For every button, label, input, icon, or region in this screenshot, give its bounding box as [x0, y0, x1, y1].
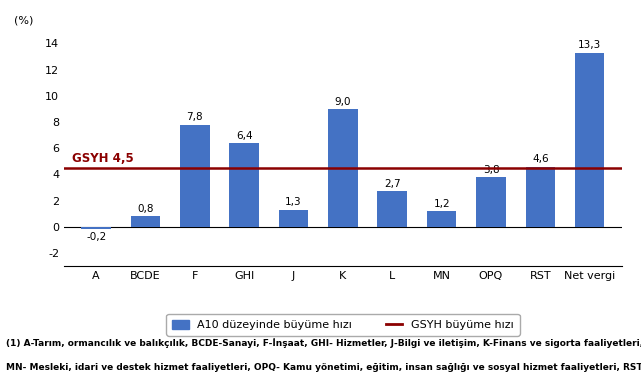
Bar	[131, 216, 160, 227]
Bar	[81, 227, 111, 230]
Text: 1,3: 1,3	[285, 197, 302, 207]
Bar	[378, 192, 407, 227]
Text: 3,8: 3,8	[483, 165, 499, 175]
Text: -0,2: -0,2	[86, 232, 106, 242]
Bar	[328, 109, 358, 227]
Text: 0,8: 0,8	[137, 204, 154, 214]
Text: 2,7: 2,7	[384, 179, 401, 189]
Text: 4,6: 4,6	[532, 154, 549, 164]
Text: (1) A-Tarım, ormancılık ve balıkçılık, BCDE-Sanayi, F-İnşaat, GHI- Hizmetler, J-: (1) A-Tarım, ormancılık ve balıkçılık, B…	[6, 338, 641, 348]
Text: MN- Mesleki, idari ve destek hizmet faaliyetleri, OPQ- Kamu yönetimi, eğitim, in: MN- Mesleki, idari ve destek hizmet faal…	[6, 363, 641, 372]
Text: GSYH 4,5: GSYH 4,5	[72, 152, 133, 165]
Bar	[575, 53, 604, 227]
Bar	[279, 210, 308, 227]
Bar	[180, 125, 210, 227]
Text: (%): (%)	[14, 16, 33, 26]
Bar	[229, 143, 259, 227]
Text: 1,2: 1,2	[433, 199, 450, 209]
Bar	[427, 211, 456, 227]
Legend: A10 düzeyinde büyüme hızı, GSYH büyüme hızı: A10 düzeyinde büyüme hızı, GSYH büyüme h…	[167, 314, 519, 336]
Bar	[526, 166, 555, 227]
Text: 13,3: 13,3	[578, 40, 601, 50]
Text: 6,4: 6,4	[236, 131, 253, 141]
Text: 7,8: 7,8	[187, 112, 203, 122]
Text: 9,0: 9,0	[335, 97, 351, 106]
Bar	[476, 177, 506, 227]
